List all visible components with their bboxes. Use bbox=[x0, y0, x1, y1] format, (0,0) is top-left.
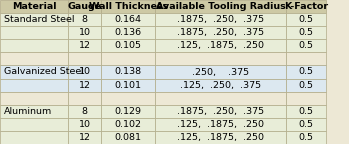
Text: 0.5: 0.5 bbox=[299, 28, 314, 37]
Bar bbox=[286, 66, 326, 78]
Bar bbox=[0, 39, 68, 52]
Text: 0.101: 0.101 bbox=[115, 81, 142, 90]
Bar bbox=[68, 78, 101, 92]
Text: .1875,  .250,  .375: .1875, .250, .375 bbox=[177, 28, 264, 37]
Bar bbox=[101, 105, 155, 118]
Bar bbox=[101, 0, 155, 13]
Bar bbox=[286, 78, 326, 92]
Bar bbox=[101, 52, 155, 66]
Text: Available Tooling Radius: Available Tooling Radius bbox=[156, 2, 285, 11]
Bar bbox=[0, 92, 68, 105]
Bar bbox=[155, 26, 286, 39]
Text: 0.5: 0.5 bbox=[299, 133, 314, 142]
Bar bbox=[286, 105, 326, 118]
Bar bbox=[68, 39, 101, 52]
Bar bbox=[68, 13, 101, 26]
Bar bbox=[68, 66, 101, 78]
Text: 12: 12 bbox=[79, 41, 91, 50]
Bar bbox=[0, 66, 68, 78]
Bar bbox=[155, 118, 286, 131]
Text: 0.102: 0.102 bbox=[115, 120, 142, 129]
Text: Standard Steel: Standard Steel bbox=[4, 15, 75, 24]
Bar bbox=[68, 131, 101, 144]
Bar bbox=[101, 13, 155, 26]
Bar bbox=[0, 105, 68, 118]
Bar bbox=[286, 118, 326, 131]
Text: 0.138: 0.138 bbox=[115, 68, 142, 76]
Text: 0.136: 0.136 bbox=[115, 28, 142, 37]
Bar bbox=[0, 0, 68, 13]
Bar bbox=[286, 92, 326, 105]
Bar bbox=[155, 66, 286, 78]
Bar bbox=[286, 0, 326, 13]
Text: Aluminum: Aluminum bbox=[4, 107, 52, 116]
Text: K-Factor: K-Factor bbox=[284, 2, 328, 11]
Bar bbox=[101, 66, 155, 78]
Text: .125,  .1875,  .250: .125, .1875, .250 bbox=[177, 120, 264, 129]
Bar bbox=[0, 118, 68, 131]
Text: 0.5: 0.5 bbox=[299, 41, 314, 50]
Bar bbox=[155, 131, 286, 144]
Text: 10: 10 bbox=[79, 68, 91, 76]
Text: .1875,  .250,  .375: .1875, .250, .375 bbox=[177, 107, 264, 116]
Text: Material: Material bbox=[12, 2, 56, 11]
Bar bbox=[68, 26, 101, 39]
Text: .125,  .1875,  .250: .125, .1875, .250 bbox=[177, 133, 264, 142]
Text: Galvanized Steel: Galvanized Steel bbox=[4, 68, 84, 76]
Bar bbox=[68, 0, 101, 13]
Bar bbox=[68, 52, 101, 66]
Text: .1875,  .250,  .375: .1875, .250, .375 bbox=[177, 15, 264, 24]
Bar bbox=[68, 105, 101, 118]
Bar bbox=[155, 39, 286, 52]
Text: 0.105: 0.105 bbox=[115, 41, 142, 50]
Bar bbox=[101, 26, 155, 39]
Bar bbox=[68, 118, 101, 131]
Bar bbox=[101, 118, 155, 131]
Bar bbox=[0, 52, 68, 66]
Text: 0.164: 0.164 bbox=[115, 15, 142, 24]
Text: 10: 10 bbox=[79, 120, 91, 129]
Text: .125,  .1875,  .250: .125, .1875, .250 bbox=[177, 41, 264, 50]
Text: 12: 12 bbox=[79, 81, 91, 90]
Bar bbox=[0, 13, 68, 26]
Text: 8: 8 bbox=[82, 15, 88, 24]
Bar bbox=[286, 52, 326, 66]
Bar bbox=[0, 131, 68, 144]
Text: 0.081: 0.081 bbox=[115, 133, 142, 142]
Bar bbox=[155, 78, 286, 92]
Text: 0.5: 0.5 bbox=[299, 81, 314, 90]
Bar bbox=[0, 78, 68, 92]
Bar bbox=[286, 26, 326, 39]
Text: 0.5: 0.5 bbox=[299, 107, 314, 116]
Text: .125,  .250,  .375: .125, .250, .375 bbox=[180, 81, 261, 90]
Bar bbox=[155, 105, 286, 118]
Text: Gauge: Gauge bbox=[68, 2, 102, 11]
Bar bbox=[101, 131, 155, 144]
Bar bbox=[155, 13, 286, 26]
Text: Wall Thickness: Wall Thickness bbox=[89, 2, 168, 11]
Bar bbox=[101, 78, 155, 92]
Text: 12: 12 bbox=[79, 133, 91, 142]
Bar bbox=[155, 92, 286, 105]
Text: 0.5: 0.5 bbox=[299, 68, 314, 76]
Text: 0.5: 0.5 bbox=[299, 120, 314, 129]
Text: 0.5: 0.5 bbox=[299, 15, 314, 24]
Bar bbox=[286, 131, 326, 144]
Text: .250,    .375: .250, .375 bbox=[192, 68, 249, 76]
Text: 0.129: 0.129 bbox=[115, 107, 142, 116]
Bar bbox=[0, 26, 68, 39]
Text: 8: 8 bbox=[82, 107, 88, 116]
Bar bbox=[68, 92, 101, 105]
Bar bbox=[155, 52, 286, 66]
Bar bbox=[286, 13, 326, 26]
Bar bbox=[286, 39, 326, 52]
Bar bbox=[101, 92, 155, 105]
Bar bbox=[155, 0, 286, 13]
Bar bbox=[101, 39, 155, 52]
Text: 10: 10 bbox=[79, 28, 91, 37]
